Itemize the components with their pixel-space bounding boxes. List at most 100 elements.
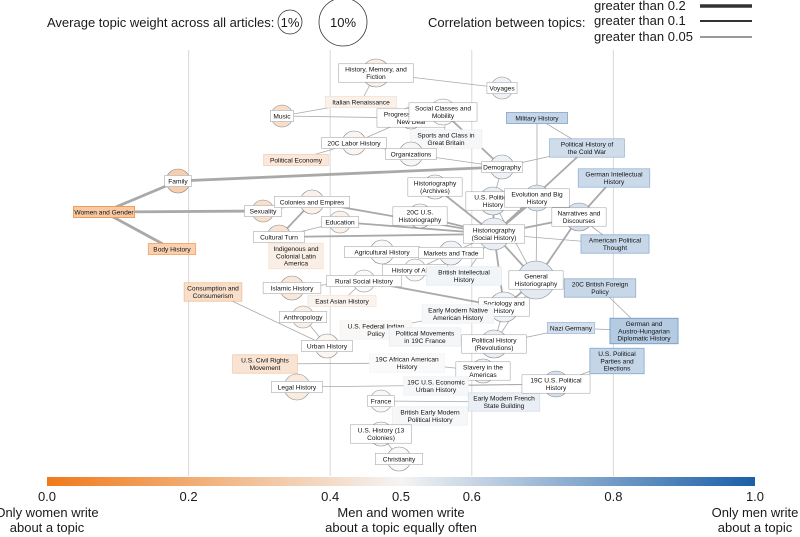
node-box [506,112,568,124]
axis-tick-label: 0.5 [392,489,410,504]
node-box [232,354,298,374]
node-box [563,278,637,298]
node-christianity[interactable]: Christianity [375,446,423,472]
node-historiography_archives[interactable]: Historiography(Archives) [407,174,463,200]
right-caption-line-1: Only men write [712,505,799,520]
middle-caption-line-2: about a topic equally often [325,520,477,535]
node-label: Sexuality [250,208,277,215]
node-label: Early Modern French [473,396,535,403]
node-demography[interactable]: Demography [481,154,523,180]
node-box [549,138,625,158]
node-box [73,206,135,218]
node-label: Policy [591,289,609,296]
node-women_gender[interactable]: Women and Gender [73,206,135,218]
node-label: Italian Renaissance [332,99,390,106]
node-label: 20C U.S. [407,210,434,217]
node-nazi_germany[interactable]: Nazi Germany [546,322,596,334]
node-political_economy[interactable]: Political Economy [263,154,329,166]
node-label-box [274,196,350,208]
node-label: 20C British Foreign [572,282,629,289]
node-label-box [321,137,387,149]
node-italian_renaissance[interactable]: Italian Renaissance [324,96,398,108]
node-box [421,304,495,324]
node-label: Colonies and Empires [280,199,345,206]
node-label: America [284,261,309,268]
node-labor_20c[interactable]: 20C Labor History [321,130,387,156]
node-east_asian[interactable]: East Asian History [307,295,377,307]
node-label: Family [168,178,188,185]
node-colonies_empires[interactable]: Colonies and Empires [274,189,350,215]
node-historiography_social[interactable]: Historiography(Social History) [463,217,525,251]
node-family[interactable]: Family [164,168,192,194]
node-history_africa[interactable]: History of Africa [382,258,448,282]
node-islamic_history[interactable]: Islamic History [262,275,322,301]
node-label-box [321,216,359,228]
node-label: Organizations [391,151,432,158]
node-legal_history[interactable]: Legal History [271,373,323,401]
node-agricultural_history[interactable]: Agricultural History [344,239,420,265]
node-urban_history[interactable]: Urban History [301,333,353,359]
node-organizations[interactable]: Organizations [385,141,437,167]
node-political_history_revolutions[interactable]: Political History(Revolutions) [461,329,527,359]
node-label: History [604,179,625,186]
node-label: Political Economy [270,157,323,164]
node-label: History [483,202,504,209]
node-us_historiography_20c[interactable]: 20C U.S.Historiography [392,203,448,229]
axis-tick-label: 0.6 [463,489,481,504]
node-markets_trade[interactable]: Markets and Trade [418,240,484,266]
node-military_history[interactable]: Military History [506,112,568,124]
node-label: Anthropology [284,314,324,321]
node-education[interactable]: Education [321,210,359,234]
node-label: Narratives and [558,211,601,218]
node-label: Historiography [414,181,457,188]
node-label: 20C Labor History [327,140,381,147]
node-label-box [279,311,327,323]
node-sexuality[interactable]: Sexuality [244,199,282,223]
node-france[interactable]: France [367,389,395,413]
node-anthropology[interactable]: Anthropology [279,305,327,329]
node-label: Evolution and Big [511,192,563,199]
node-voyages[interactable]: Voyages [486,76,518,100]
node-label: Americas [469,372,497,379]
node-box [263,154,329,166]
node-label: 19C U.S. Political [530,378,582,385]
node-label: Policy [367,331,385,338]
node-body_history[interactable]: Body History [147,243,197,255]
node-box [307,295,377,307]
node-label-box [407,177,463,197]
node-music[interactable]: Music [270,104,294,128]
node-box [324,96,398,108]
node-label: Elections [604,366,631,373]
node-label: Austro-Hungarian [618,328,670,335]
node-label: Consumption and [187,286,239,293]
axis-captions: Only women write about a topic Men and w… [0,505,798,535]
node-rural_social[interactable]: Rural Social History [326,269,402,293]
